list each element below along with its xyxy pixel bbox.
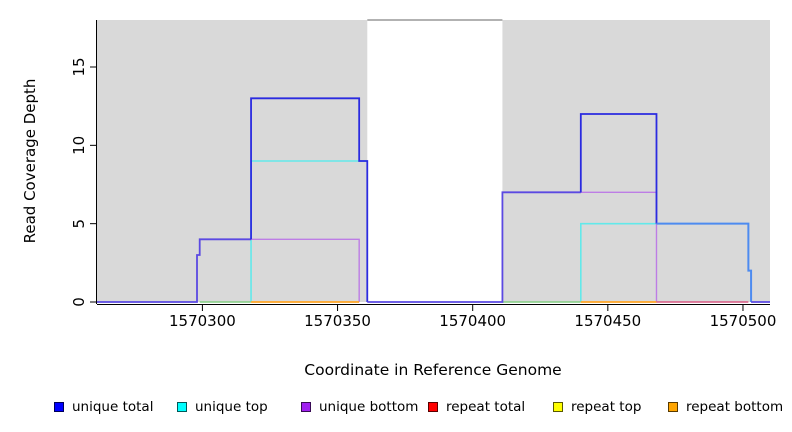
y-tick-label: 5: [70, 219, 88, 229]
x-tick-label: 1570450: [574, 312, 641, 330]
repeat-top-swatch: [553, 402, 563, 412]
coverage-step-line: [97, 238, 252, 303]
coverage-step-line: [251, 238, 360, 302]
x-axis-title: Coordinate in Reference Genome: [304, 361, 562, 379]
legend-label: repeat bottom: [686, 399, 784, 415]
y-tick-label: 0: [70, 297, 88, 307]
unique-bottom-swatch: [301, 402, 311, 412]
y-axis-title: Read Coverage Depth: [21, 78, 39, 244]
legend-item-unique-total: unique total: [54, 398, 153, 416]
legend-item-unique-bottom: unique bottom: [301, 398, 418, 416]
coverage-step-line: [656, 222, 753, 302]
legend-item-repeat-total: repeat total: [428, 398, 525, 416]
y-tick-label: 15: [70, 57, 88, 76]
legend-item-repeat-top: repeat top: [553, 398, 641, 416]
legend-item-repeat-bottom: repeat bottom: [668, 398, 783, 416]
x-tick-label: 1570500: [710, 312, 777, 330]
repeat-total-swatch: [428, 402, 438, 412]
legend-item-unique-top: unique top: [177, 398, 268, 416]
coverage-step-line: [579, 113, 658, 224]
legend-label: repeat top: [571, 399, 642, 415]
legend-label: unique total: [72, 399, 154, 415]
legend-label: unique bottom: [319, 399, 419, 415]
legend-label: unique top: [195, 399, 268, 415]
x-tick-label: 1570400: [439, 312, 506, 330]
legend: unique total unique top unique bottom repea…: [0, 398, 792, 418]
x-tick-label: 1570300: [169, 312, 236, 330]
coverage-step-line: [250, 97, 369, 302]
unique-total-swatch: [54, 402, 64, 412]
unique-top-swatch: [177, 402, 187, 412]
y-tick-label: 10: [70, 136, 88, 155]
coverage-step-line: [580, 222, 657, 302]
coverage-step-line: [367, 191, 581, 303]
repeat-bottom-swatch: [668, 402, 678, 412]
x-tick-label: 1570350: [304, 312, 371, 330]
covered-region: [502, 20, 770, 302]
legend-label: repeat total: [446, 399, 526, 415]
